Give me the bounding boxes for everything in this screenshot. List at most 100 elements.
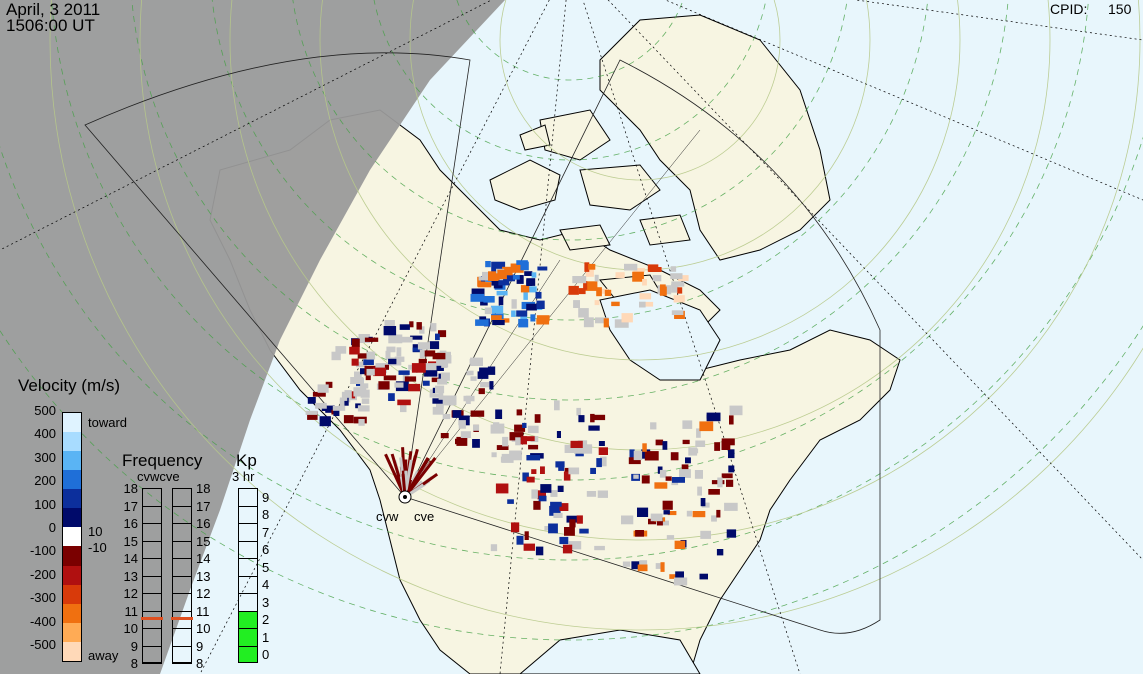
- scatter-cell: [312, 391, 326, 397]
- scatter-cell: [594, 274, 599, 282]
- frequency-grid-line: [172, 488, 192, 489]
- scatter-cell: [488, 271, 500, 281]
- scatter-cell: [677, 287, 683, 294]
- cpid-label: CPID:: [1050, 1, 1088, 17]
- scatter-cell: [554, 400, 560, 411]
- scatter-cell: [412, 347, 423, 352]
- velocity-tick-label: -100: [29, 543, 56, 559]
- scatter-cell: [708, 489, 720, 495]
- scatter-cell: [516, 535, 524, 545]
- scatter-cell: [549, 505, 561, 516]
- scatter-cell: [479, 367, 493, 374]
- scatter-cell: [536, 300, 545, 309]
- scatter-cell: [470, 410, 485, 417]
- frequency-tick-label: 17: [123, 498, 138, 514]
- kp-tick-label: 1: [262, 629, 270, 645]
- threshold-neg-label: -10: [88, 540, 107, 555]
- scatter-cell: [706, 412, 721, 422]
- scatter-cell: [578, 288, 586, 295]
- scatter-cell: [383, 375, 397, 381]
- kp-grid-line: [238, 593, 258, 594]
- scatter-cell: [349, 346, 360, 355]
- scatter-cell: [682, 439, 690, 445]
- velocity-color-band: [63, 603, 81, 623]
- velocity-tick-label: 300: [34, 449, 56, 465]
- scatter-cell: [440, 372, 450, 381]
- velocity-tick-label: 100: [34, 496, 56, 512]
- scatter-cell: [518, 318, 529, 328]
- scatter-cell: [496, 290, 508, 296]
- scatter-cell: [422, 380, 430, 386]
- greenland: [599, 14, 831, 261]
- scatter-cell: [536, 318, 550, 325]
- scatter-cell: [528, 444, 539, 450]
- scatter-cell: [669, 574, 677, 579]
- kp-tick-label: 9: [262, 489, 270, 505]
- scatter-cell: [482, 271, 493, 277]
- scatter-cell: [594, 300, 600, 306]
- scatter-cell: [685, 457, 691, 464]
- frequency-marker: [171, 616, 193, 620]
- velocity-scatter: [305, 260, 743, 586]
- scatter-cell: [408, 364, 415, 370]
- scatter-cell: [689, 448, 699, 454]
- scatter-cell: [460, 431, 471, 438]
- velocity-color-band: [63, 622, 81, 642]
- scatter-cell: [456, 436, 468, 446]
- frequency-grid-line: [142, 505, 162, 507]
- scatter-cell: [452, 410, 462, 418]
- scatter-cell: [583, 317, 594, 328]
- scatter-cell: [568, 541, 582, 550]
- scatter-cell: [507, 499, 514, 504]
- frequency-grid-line: [172, 593, 192, 594]
- velocity-color-band: [63, 508, 81, 528]
- scatter-cell: [429, 341, 440, 350]
- scatter-cell: [495, 483, 509, 494]
- scatter-cell: [674, 577, 688, 586]
- scatter-cell: [339, 398, 345, 407]
- frequency-grid-line: [172, 610, 192, 612]
- scatter-cell: [628, 457, 641, 465]
- velocity-tick-label: -200: [29, 566, 56, 582]
- scatter-cell: [357, 353, 367, 359]
- scatter-cell: [520, 285, 530, 293]
- kp-tick-label: 4: [262, 577, 270, 593]
- scatter-cell: [409, 321, 414, 328]
- scatter-cell: [699, 421, 714, 432]
- scatter-cell: [563, 471, 571, 481]
- scatter-cell: [360, 383, 369, 389]
- velocity-color-band: [63, 489, 81, 509]
- kp-tick-label: 5: [262, 559, 270, 575]
- velocity-tick-label: -300: [29, 590, 56, 606]
- scatter-cell: [670, 266, 677, 272]
- velocity-legend-title: Velocity (m/s): [18, 376, 121, 395]
- scatter-cell: [598, 447, 608, 455]
- frequency-grid-line: [172, 663, 192, 664]
- scatter-cell: [564, 527, 575, 536]
- scatter-cell: [648, 518, 657, 525]
- scatter-cell: [621, 515, 634, 525]
- scatter-cell: [611, 301, 620, 307]
- scatter-cell: [672, 477, 685, 483]
- frequency-grid-line: [172, 628, 192, 629]
- scatter-cell: [667, 511, 677, 516]
- frequency-tick-label: 13: [196, 568, 211, 584]
- scatter-cell: [325, 381, 333, 388]
- scatter-cell: [588, 263, 596, 270]
- scatter-cell: [498, 296, 504, 306]
- scatter-cell: [674, 540, 686, 549]
- scatter-cell: [524, 531, 529, 540]
- scatter-cell: [694, 470, 703, 479]
- scatter-cell: [556, 431, 561, 438]
- scatter-cell: [679, 469, 691, 478]
- scatter-cell: [659, 286, 667, 296]
- scatter-cell: [331, 352, 341, 361]
- scatter-cell: [363, 359, 374, 365]
- scatter-cell: [678, 275, 689, 282]
- scatter-cell: [470, 293, 485, 302]
- scatter-cell: [509, 450, 522, 461]
- scatter-cell: [550, 501, 562, 507]
- scatter-cell: [537, 490, 546, 500]
- scatter-cell: [633, 268, 645, 273]
